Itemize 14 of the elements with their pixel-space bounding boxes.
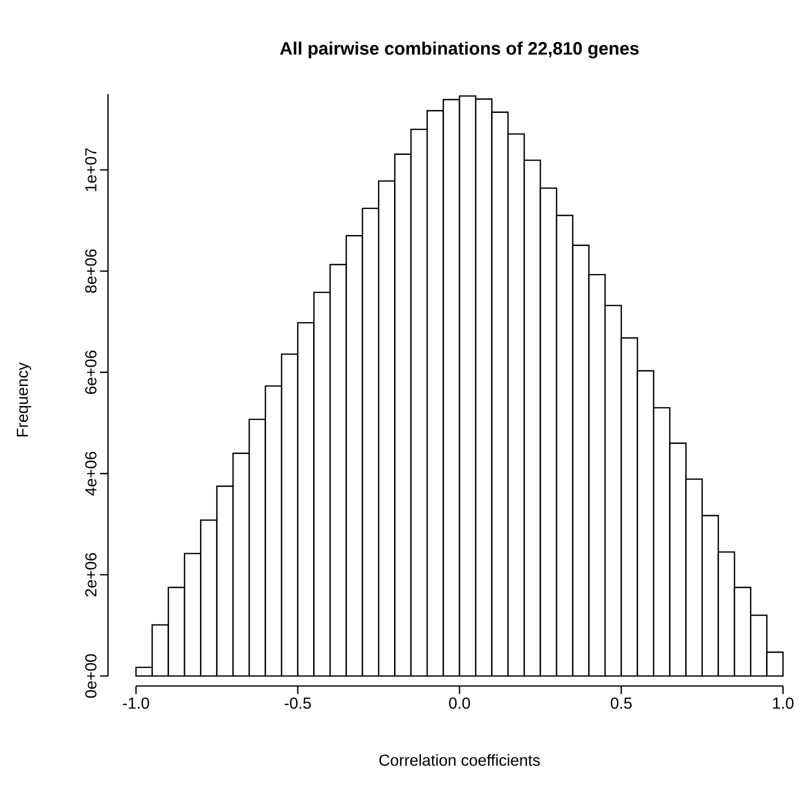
- y-tick-label: 0e+00: [85, 654, 96, 698]
- x-tick-label: -0.5: [284, 698, 311, 709]
- chart-title: All pairwise combinations of 22,810 genes: [280, 42, 639, 58]
- x-tick-label: 1.0: [773, 698, 794, 709]
- y-tick-label: 6e+06: [85, 350, 96, 394]
- y-tick-label: 1e+07: [85, 148, 96, 192]
- x-tick-label: 0.0: [449, 698, 470, 709]
- y-axis-title: Frequency: [16, 362, 32, 436]
- x-tick-label: 0.5: [610, 698, 632, 709]
- y-tick-label: 8e+06: [85, 249, 96, 293]
- y-tick-label: 4e+06: [85, 452, 96, 496]
- x-axis-title: Correlation coefficients: [379, 754, 540, 766]
- y-tick-label: 2e+06: [85, 553, 96, 596]
- x-tick-label: -1.0: [122, 698, 150, 709]
